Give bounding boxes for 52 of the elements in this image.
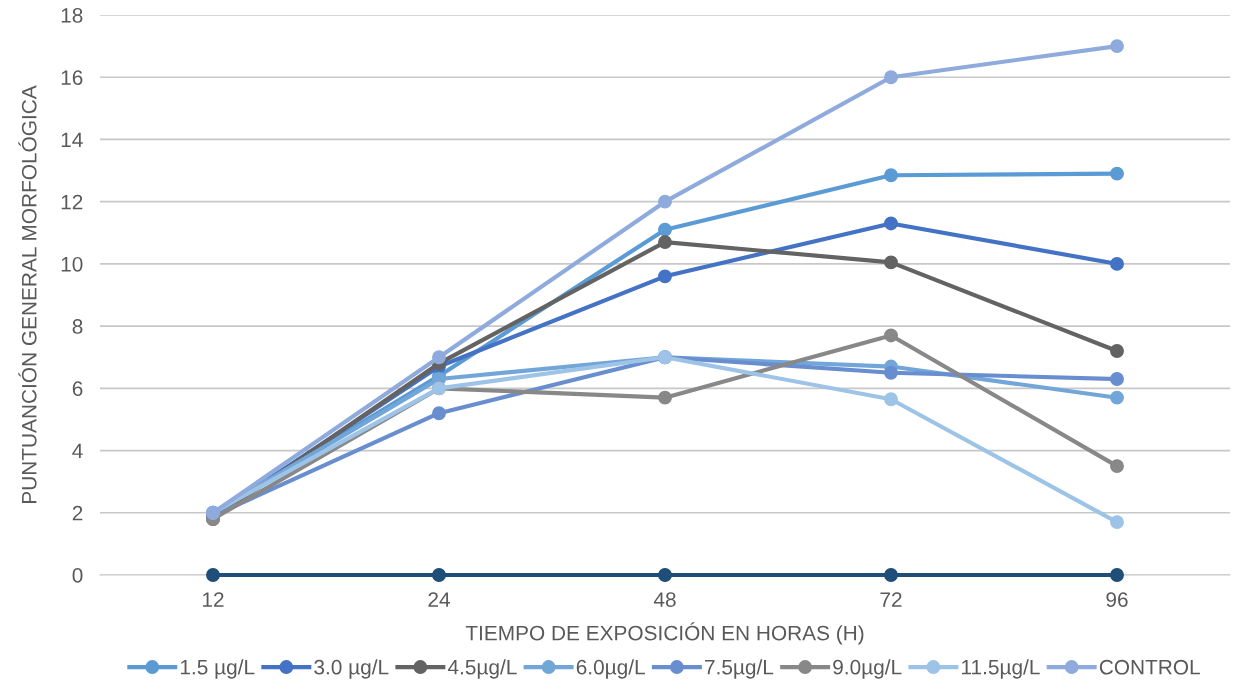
point bbox=[884, 255, 898, 270]
point bbox=[658, 269, 672, 284]
y-tick-label: 12 bbox=[61, 194, 83, 210]
point bbox=[884, 568, 898, 582]
x-tick-label: 96 bbox=[1106, 592, 1128, 607]
point bbox=[1110, 568, 1124, 582]
x-tick-label: 24 bbox=[428, 592, 450, 607]
point bbox=[1110, 256, 1124, 271]
point bbox=[884, 365, 898, 380]
point bbox=[1110, 515, 1124, 530]
point bbox=[658, 194, 672, 209]
legend-label: 6.0µg/L bbox=[576, 659, 645, 679]
point bbox=[658, 390, 672, 405]
point bbox=[206, 568, 220, 582]
point bbox=[432, 350, 446, 365]
y-tick-label: 14 bbox=[61, 132, 83, 147]
y-tick-label: 10 bbox=[61, 256, 83, 272]
y-tick-label: 16 bbox=[61, 70, 83, 85]
point bbox=[1110, 39, 1124, 54]
x-tick-label: 12 bbox=[203, 592, 224, 607]
point bbox=[432, 568, 446, 582]
x-tick-label: 72 bbox=[880, 592, 902, 607]
legend-label: 7.5µg/L bbox=[705, 659, 774, 679]
point bbox=[884, 328, 898, 343]
y-tick-label: 0 bbox=[72, 568, 83, 583]
y-tick-label: 4 bbox=[72, 443, 83, 459]
point bbox=[1110, 166, 1124, 181]
legend-label: 3.0 µg/L bbox=[314, 659, 389, 679]
y-tick-label: 8 bbox=[72, 319, 83, 334]
legend-label: 4.5µg/L bbox=[447, 659, 517, 679]
y-tick-label: 18 bbox=[61, 8, 83, 23]
point bbox=[1110, 372, 1124, 386]
legend-label: 11.5µg/L bbox=[962, 659, 1040, 679]
point bbox=[1110, 459, 1124, 474]
y-axis-title: PUNTUANCIÓN GENERAL MORFOLÓGICA bbox=[18, 85, 37, 503]
point bbox=[432, 406, 446, 421]
x-tick-label: 48 bbox=[653, 592, 676, 607]
y-tick-label: 2 bbox=[72, 505, 83, 521]
point bbox=[658, 235, 672, 250]
point bbox=[658, 222, 672, 237]
y-tick-label: 6 bbox=[72, 381, 83, 397]
x-axis-title: TIEMPO DE EXPOSICIÓN EN HORAS (H) bbox=[465, 622, 864, 645]
point bbox=[884, 392, 898, 407]
legend-label: 9.0µg/L bbox=[833, 659, 902, 679]
point bbox=[884, 168, 898, 183]
legend-label: CONTROL bbox=[1099, 659, 1200, 675]
point bbox=[658, 568, 672, 582]
point bbox=[1110, 344, 1124, 358]
point bbox=[1110, 390, 1124, 405]
point bbox=[884, 216, 898, 231]
legend-label: 1.5 µg/L bbox=[180, 659, 255, 679]
point bbox=[884, 70, 898, 85]
